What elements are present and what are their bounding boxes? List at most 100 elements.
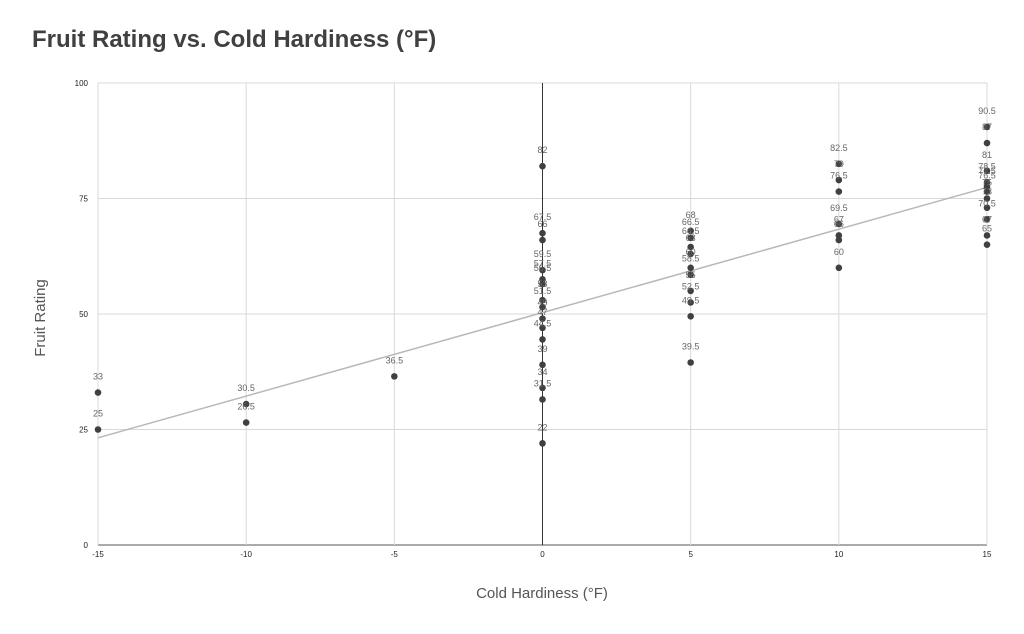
data-label: 58.5 (682, 254, 700, 264)
trendline-layer (97, 186, 988, 439)
data-label: 67.5 (534, 212, 552, 222)
y-tick-label: 25 (79, 426, 88, 435)
data-label: 66 (537, 219, 547, 229)
y-tick-label: 75 (79, 195, 88, 204)
data-label: 73 (982, 187, 992, 197)
grid-layer (97, 82, 988, 546)
tick-labels: 0 25 50 75 100 -15 -10 -5 0 5 10 15 (75, 79, 992, 559)
data-label: 76.5 (978, 171, 996, 181)
data-label: 76.5 (830, 171, 848, 181)
data-point (983, 232, 991, 239)
data-point (94, 426, 102, 433)
x-tick-label: 15 (983, 550, 992, 559)
data-point (687, 264, 694, 272)
data-point (983, 179, 991, 186)
data-point (983, 215, 991, 223)
data-point (983, 167, 991, 175)
data-label: 81 (982, 150, 992, 160)
data-label: 33 (93, 372, 103, 382)
data-label: 22 (537, 422, 547, 432)
data-point (983, 139, 991, 147)
data-point (539, 324, 546, 332)
data-point (391, 373, 398, 380)
data-point (835, 264, 843, 272)
data-point (687, 234, 694, 242)
data-label: 70.5 (978, 198, 996, 208)
y-tick-label: 0 (84, 541, 89, 550)
data-label: 39.5 (682, 342, 700, 352)
data-label: 66 (834, 219, 844, 229)
data-point (539, 162, 546, 170)
data-label: 34 (537, 367, 547, 377)
data-label: 60 (686, 247, 696, 257)
x-tick-label: -5 (391, 550, 399, 559)
data-point (539, 440, 546, 447)
y-tick-label: 50 (79, 310, 88, 319)
data-point (539, 229, 546, 237)
data-label: 82 (537, 145, 547, 155)
data-label: 53 (537, 279, 547, 289)
data-point (539, 276, 546, 283)
data-point (983, 204, 991, 212)
data-label: 65 (982, 224, 992, 234)
data-points (94, 123, 991, 447)
data-label: 67 (982, 214, 992, 224)
x-tick-label: -10 (240, 550, 252, 559)
data-label: 56.5 (534, 263, 552, 273)
data-point (687, 299, 694, 306)
data-point (835, 236, 843, 244)
data-point (539, 280, 546, 288)
data-label: 79 (834, 159, 844, 169)
data-label: 44.5 (534, 318, 552, 328)
data-label: 68 (686, 210, 696, 220)
data-label: 82.5 (830, 143, 848, 153)
data-label: 47 (537, 307, 547, 317)
data-point (242, 400, 250, 408)
data-point (539, 296, 546, 304)
data-label: 78.5 (978, 161, 996, 171)
data-point (94, 389, 102, 396)
data-label: 30.5 (237, 383, 255, 393)
data-point (983, 241, 991, 248)
data-point (687, 243, 694, 251)
data-point (835, 232, 843, 239)
data-label: 75 (982, 178, 992, 188)
data-point (835, 220, 843, 228)
data-point (539, 303, 546, 311)
data-label: 55 (686, 270, 696, 280)
data-point (687, 227, 694, 235)
data-label: 66.5 (682, 217, 700, 227)
y-axis-title: Fruit Rating (32, 279, 49, 357)
data-point (687, 250, 694, 258)
data-label: 77.5 (978, 166, 996, 176)
x-tick-label: 10 (834, 550, 843, 559)
data-label: 90.5 (978, 106, 996, 116)
data-label: 26.5 (237, 402, 255, 412)
data-label: 59.5 (534, 249, 552, 259)
data-point (835, 160, 843, 168)
data-point (835, 176, 843, 184)
data-point (539, 266, 546, 274)
chart-title: Fruit Rating vs. Cold Hardiness (°F) (32, 26, 437, 53)
data-label: 69.5 (830, 203, 848, 213)
data-label: 63 (686, 233, 696, 243)
data-point (687, 287, 694, 295)
data-label: 57.5 (534, 258, 552, 268)
data-label: 60 (834, 247, 844, 257)
x-tick-label: 0 (540, 550, 545, 559)
data-point (539, 315, 546, 322)
data-point (835, 188, 843, 195)
data-label: 25 (93, 409, 103, 419)
data-point (539, 361, 546, 369)
x-tick-label: -15 (92, 550, 104, 559)
data-label: 51.5 (534, 286, 552, 296)
trendline (97, 186, 988, 439)
data-label: 49 (537, 298, 547, 308)
data-point (687, 271, 694, 279)
data-point (983, 123, 991, 131)
data-point (687, 359, 694, 366)
data-point (687, 313, 694, 320)
data-point (539, 236, 546, 244)
